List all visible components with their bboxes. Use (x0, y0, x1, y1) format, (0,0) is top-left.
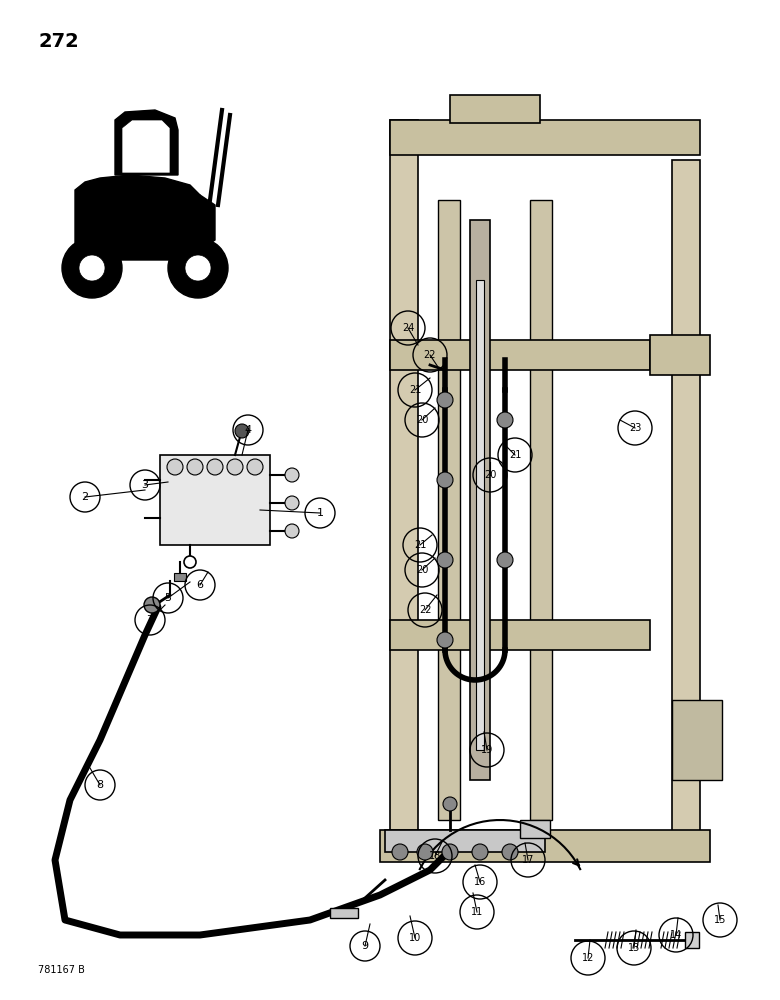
Polygon shape (115, 110, 178, 175)
Text: 781167 B: 781167 B (38, 965, 85, 975)
Text: 20: 20 (484, 470, 496, 480)
Text: 1: 1 (317, 508, 324, 518)
Text: 7: 7 (147, 615, 154, 625)
Text: 24: 24 (402, 323, 414, 333)
FancyBboxPatch shape (476, 280, 484, 750)
FancyBboxPatch shape (330, 908, 358, 918)
Text: 21: 21 (409, 385, 421, 395)
Circle shape (207, 459, 223, 475)
Text: 8: 8 (97, 780, 104, 790)
Circle shape (285, 524, 299, 538)
Circle shape (437, 472, 453, 488)
Text: 9: 9 (361, 941, 369, 951)
Text: 3: 3 (141, 480, 148, 490)
Circle shape (497, 412, 513, 428)
Text: 2: 2 (81, 492, 89, 502)
Text: 17: 17 (522, 855, 534, 865)
Circle shape (168, 238, 228, 298)
Circle shape (144, 597, 160, 613)
Text: 5: 5 (165, 593, 172, 603)
Text: 22: 22 (419, 605, 431, 615)
FancyBboxPatch shape (672, 700, 722, 780)
Text: 22: 22 (424, 350, 436, 360)
Circle shape (167, 459, 183, 475)
Text: 15: 15 (714, 915, 726, 925)
Text: 4: 4 (244, 425, 252, 435)
Text: 16: 16 (474, 877, 486, 887)
Text: 23: 23 (629, 423, 641, 433)
FancyBboxPatch shape (520, 820, 550, 838)
Text: 13: 13 (628, 943, 640, 953)
FancyBboxPatch shape (530, 200, 552, 820)
Circle shape (79, 255, 105, 281)
Text: 6: 6 (197, 580, 204, 590)
Text: 272: 272 (38, 32, 79, 51)
FancyBboxPatch shape (685, 932, 699, 948)
Circle shape (392, 844, 408, 860)
Circle shape (184, 556, 196, 568)
Circle shape (502, 844, 518, 860)
Circle shape (437, 632, 453, 648)
FancyBboxPatch shape (380, 830, 710, 862)
FancyBboxPatch shape (385, 830, 545, 852)
Circle shape (437, 392, 453, 408)
Text: 14: 14 (670, 930, 682, 940)
FancyBboxPatch shape (160, 455, 270, 545)
Circle shape (437, 552, 453, 568)
Circle shape (235, 424, 249, 438)
Circle shape (185, 255, 211, 281)
FancyBboxPatch shape (390, 120, 700, 155)
FancyBboxPatch shape (672, 160, 700, 860)
Text: 21: 21 (509, 450, 521, 460)
Text: 12: 12 (582, 953, 594, 963)
Circle shape (443, 797, 457, 811)
Circle shape (442, 844, 458, 860)
Circle shape (285, 468, 299, 482)
Text: 19: 19 (481, 745, 493, 755)
Circle shape (497, 552, 513, 568)
Circle shape (247, 459, 263, 475)
Polygon shape (75, 175, 200, 260)
FancyBboxPatch shape (470, 220, 490, 780)
Text: 20: 20 (416, 415, 428, 425)
Circle shape (285, 496, 299, 510)
FancyBboxPatch shape (390, 620, 650, 650)
Text: 18: 18 (429, 851, 441, 861)
Text: 10: 10 (409, 933, 421, 943)
Text: 20: 20 (416, 565, 428, 575)
Polygon shape (122, 120, 170, 173)
Circle shape (417, 844, 433, 860)
FancyBboxPatch shape (438, 200, 460, 820)
Text: 21: 21 (414, 540, 426, 550)
Polygon shape (178, 195, 215, 250)
FancyBboxPatch shape (390, 340, 650, 370)
FancyBboxPatch shape (390, 120, 418, 860)
Circle shape (187, 459, 203, 475)
Circle shape (62, 238, 122, 298)
FancyBboxPatch shape (650, 335, 710, 375)
Text: 11: 11 (471, 907, 483, 917)
FancyBboxPatch shape (450, 95, 540, 123)
Circle shape (227, 459, 243, 475)
FancyBboxPatch shape (174, 573, 186, 581)
Circle shape (472, 844, 488, 860)
